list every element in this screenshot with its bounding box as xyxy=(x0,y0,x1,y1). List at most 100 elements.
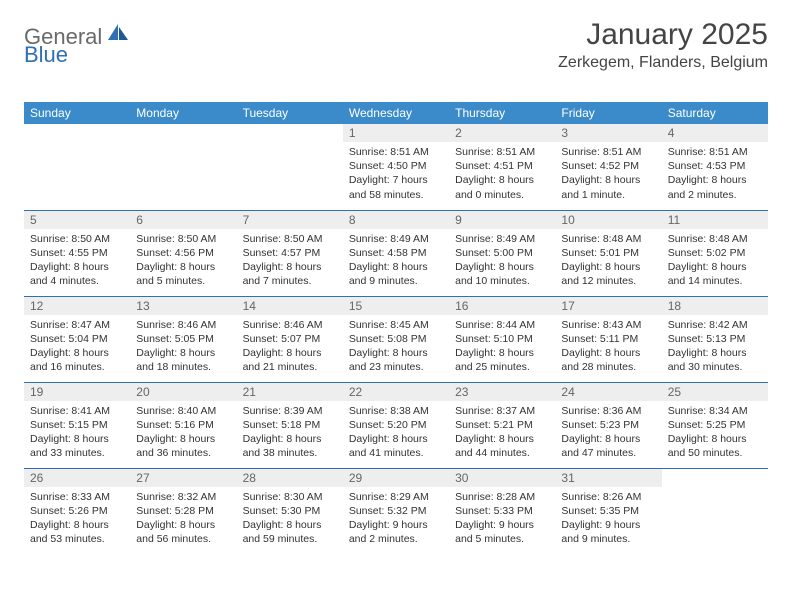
calendar-cell: 7Sunrise: 8:50 AMSunset: 4:57 PMDaylight… xyxy=(237,210,343,296)
logo-blue-wrap: Blue xyxy=(24,42,68,68)
logo-text-blue: Blue xyxy=(24,42,68,67)
calendar-cell xyxy=(662,468,768,554)
calendar-cell: 25Sunrise: 8:34 AMSunset: 5:25 PMDayligh… xyxy=(662,382,768,468)
day-number xyxy=(662,469,768,487)
calendar-cell: 30Sunrise: 8:28 AMSunset: 5:33 PMDayligh… xyxy=(449,468,555,554)
day-detail: Sunrise: 8:49 AMSunset: 5:00 PMDaylight:… xyxy=(449,229,555,293)
day-number xyxy=(130,124,236,142)
calendar-cell: 12Sunrise: 8:47 AMSunset: 5:04 PMDayligh… xyxy=(24,296,130,382)
dayhead-tuesday: Tuesday xyxy=(237,102,343,124)
day-number: 9 xyxy=(449,211,555,229)
day-number: 11 xyxy=(662,211,768,229)
calendar-table: Sunday Monday Tuesday Wednesday Thursday… xyxy=(24,102,768,554)
day-number: 31 xyxy=(555,469,661,487)
calendar-cell: 22Sunrise: 8:38 AMSunset: 5:20 PMDayligh… xyxy=(343,382,449,468)
day-number: 27 xyxy=(130,469,236,487)
day-detail: Sunrise: 8:42 AMSunset: 5:13 PMDaylight:… xyxy=(662,315,768,379)
day-number: 8 xyxy=(343,211,449,229)
calendar-cell: 18Sunrise: 8:42 AMSunset: 5:13 PMDayligh… xyxy=(662,296,768,382)
day-detail: Sunrise: 8:47 AMSunset: 5:04 PMDaylight:… xyxy=(24,315,130,379)
calendar-row: 12Sunrise: 8:47 AMSunset: 5:04 PMDayligh… xyxy=(24,296,768,382)
calendar-cell: 28Sunrise: 8:30 AMSunset: 5:30 PMDayligh… xyxy=(237,468,343,554)
day-number: 1 xyxy=(343,124,449,142)
calendar-cell: 16Sunrise: 8:44 AMSunset: 5:10 PMDayligh… xyxy=(449,296,555,382)
calendar-row: 26Sunrise: 8:33 AMSunset: 5:26 PMDayligh… xyxy=(24,468,768,554)
calendar-cell: 24Sunrise: 8:36 AMSunset: 5:23 PMDayligh… xyxy=(555,382,661,468)
day-detail: Sunrise: 8:37 AMSunset: 5:21 PMDaylight:… xyxy=(449,401,555,465)
dayhead-thursday: Thursday xyxy=(449,102,555,124)
dayhead-sunday: Sunday xyxy=(24,102,130,124)
calendar-cell: 5Sunrise: 8:50 AMSunset: 4:55 PMDaylight… xyxy=(24,210,130,296)
calendar-cell: 15Sunrise: 8:45 AMSunset: 5:08 PMDayligh… xyxy=(343,296,449,382)
day-detail: Sunrise: 8:28 AMSunset: 5:33 PMDaylight:… xyxy=(449,487,555,551)
day-detail: Sunrise: 8:51 AMSunset: 4:52 PMDaylight:… xyxy=(555,142,661,206)
calendar-row: 19Sunrise: 8:41 AMSunset: 5:15 PMDayligh… xyxy=(24,382,768,468)
calendar-cell: 31Sunrise: 8:26 AMSunset: 5:35 PMDayligh… xyxy=(555,468,661,554)
day-number: 23 xyxy=(449,383,555,401)
day-number: 7 xyxy=(237,211,343,229)
calendar-cell: 6Sunrise: 8:50 AMSunset: 4:56 PMDaylight… xyxy=(130,210,236,296)
day-number: 4 xyxy=(662,124,768,142)
day-detail: Sunrise: 8:34 AMSunset: 5:25 PMDaylight:… xyxy=(662,401,768,465)
calendar-cell: 13Sunrise: 8:46 AMSunset: 5:05 PMDayligh… xyxy=(130,296,236,382)
day-number: 5 xyxy=(24,211,130,229)
logo-sail-icon xyxy=(108,24,130,47)
day-number: 24 xyxy=(555,383,661,401)
calendar-cell: 9Sunrise: 8:49 AMSunset: 5:00 PMDaylight… xyxy=(449,210,555,296)
day-number: 26 xyxy=(24,469,130,487)
calendar-cell: 14Sunrise: 8:46 AMSunset: 5:07 PMDayligh… xyxy=(237,296,343,382)
day-detail: Sunrise: 8:39 AMSunset: 5:18 PMDaylight:… xyxy=(237,401,343,465)
dayhead-monday: Monday xyxy=(130,102,236,124)
day-number: 28 xyxy=(237,469,343,487)
calendar-cell xyxy=(237,124,343,210)
calendar-cell: 19Sunrise: 8:41 AMSunset: 5:15 PMDayligh… xyxy=(24,382,130,468)
day-number: 30 xyxy=(449,469,555,487)
day-number: 17 xyxy=(555,297,661,315)
day-detail: Sunrise: 8:29 AMSunset: 5:32 PMDaylight:… xyxy=(343,487,449,551)
calendar-cell xyxy=(130,124,236,210)
day-number: 22 xyxy=(343,383,449,401)
day-number: 29 xyxy=(343,469,449,487)
day-detail: Sunrise: 8:48 AMSunset: 5:02 PMDaylight:… xyxy=(662,229,768,293)
calendar-page: General January 2025 Zerkegem, Flanders,… xyxy=(0,0,792,572)
dayhead-saturday: Saturday xyxy=(662,102,768,124)
calendar-cell: 20Sunrise: 8:40 AMSunset: 5:16 PMDayligh… xyxy=(130,382,236,468)
calendar-body: 1Sunrise: 8:51 AMSunset: 4:50 PMDaylight… xyxy=(24,124,768,554)
day-number: 18 xyxy=(662,297,768,315)
day-detail: Sunrise: 8:26 AMSunset: 5:35 PMDaylight:… xyxy=(555,487,661,551)
day-number: 21 xyxy=(237,383,343,401)
day-number xyxy=(237,124,343,142)
calendar-cell: 21Sunrise: 8:39 AMSunset: 5:18 PMDayligh… xyxy=(237,382,343,468)
day-number: 25 xyxy=(662,383,768,401)
location-text: Zerkegem, Flanders, Belgium xyxy=(558,54,768,72)
day-detail: Sunrise: 8:49 AMSunset: 4:58 PMDaylight:… xyxy=(343,229,449,293)
day-detail: Sunrise: 8:32 AMSunset: 5:28 PMDaylight:… xyxy=(130,487,236,551)
day-number xyxy=(24,124,130,142)
calendar-cell: 26Sunrise: 8:33 AMSunset: 5:26 PMDayligh… xyxy=(24,468,130,554)
day-detail: Sunrise: 8:38 AMSunset: 5:20 PMDaylight:… xyxy=(343,401,449,465)
day-detail: Sunrise: 8:44 AMSunset: 5:10 PMDaylight:… xyxy=(449,315,555,379)
dayhead-friday: Friday xyxy=(555,102,661,124)
calendar-cell: 17Sunrise: 8:43 AMSunset: 5:11 PMDayligh… xyxy=(555,296,661,382)
day-number: 3 xyxy=(555,124,661,142)
day-number: 16 xyxy=(449,297,555,315)
day-detail: Sunrise: 8:41 AMSunset: 5:15 PMDaylight:… xyxy=(24,401,130,465)
calendar-cell: 2Sunrise: 8:51 AMSunset: 4:51 PMDaylight… xyxy=(449,124,555,210)
day-detail: Sunrise: 8:30 AMSunset: 5:30 PMDaylight:… xyxy=(237,487,343,551)
title-block: January 2025 Zerkegem, Flanders, Belgium xyxy=(558,18,768,72)
page-title: January 2025 xyxy=(558,18,768,52)
day-detail: Sunrise: 8:46 AMSunset: 5:07 PMDaylight:… xyxy=(237,315,343,379)
calendar-cell: 1Sunrise: 8:51 AMSunset: 4:50 PMDaylight… xyxy=(343,124,449,210)
calendar-cell: 10Sunrise: 8:48 AMSunset: 5:01 PMDayligh… xyxy=(555,210,661,296)
calendar-cell: 11Sunrise: 8:48 AMSunset: 5:02 PMDayligh… xyxy=(662,210,768,296)
day-detail: Sunrise: 8:40 AMSunset: 5:16 PMDaylight:… xyxy=(130,401,236,465)
day-detail: Sunrise: 8:48 AMSunset: 5:01 PMDaylight:… xyxy=(555,229,661,293)
day-number: 14 xyxy=(237,297,343,315)
day-number: 13 xyxy=(130,297,236,315)
day-number: 10 xyxy=(555,211,661,229)
day-number: 19 xyxy=(24,383,130,401)
calendar-cell: 29Sunrise: 8:29 AMSunset: 5:32 PMDayligh… xyxy=(343,468,449,554)
day-detail: Sunrise: 8:50 AMSunset: 4:57 PMDaylight:… xyxy=(237,229,343,293)
day-detail: Sunrise: 8:45 AMSunset: 5:08 PMDaylight:… xyxy=(343,315,449,379)
day-detail: Sunrise: 8:51 AMSunset: 4:53 PMDaylight:… xyxy=(662,142,768,206)
